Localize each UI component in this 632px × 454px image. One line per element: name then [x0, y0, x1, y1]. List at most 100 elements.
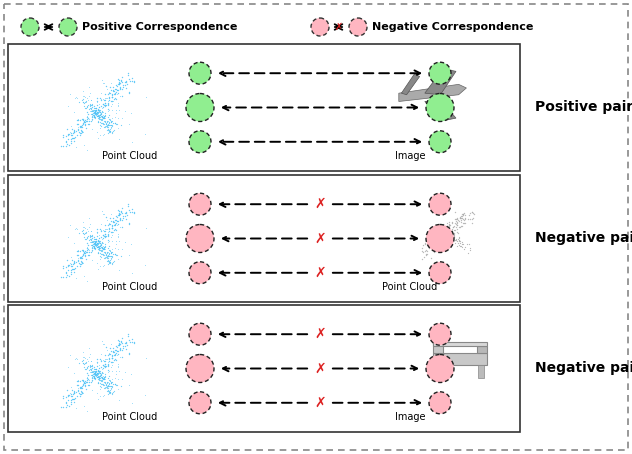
Point — [82, 244, 92, 251]
Point — [105, 259, 115, 266]
Point — [113, 363, 123, 370]
Point — [108, 380, 118, 387]
Point — [91, 367, 101, 375]
Point — [78, 117, 88, 124]
Point — [99, 101, 109, 109]
Point — [86, 227, 96, 235]
Point — [453, 218, 463, 226]
Point — [90, 107, 100, 114]
Point — [95, 241, 106, 248]
Point — [90, 238, 100, 246]
Point — [104, 260, 114, 267]
Point — [105, 389, 115, 396]
Point — [102, 122, 112, 129]
Point — [99, 375, 109, 382]
Point — [455, 214, 465, 222]
Point — [140, 391, 150, 399]
Point — [439, 232, 449, 239]
Point — [122, 81, 132, 88]
Point — [442, 232, 453, 239]
Point — [85, 238, 95, 245]
Point — [105, 378, 115, 385]
Point — [92, 249, 102, 257]
Point — [98, 231, 108, 238]
Point — [99, 375, 109, 382]
Circle shape — [426, 355, 454, 383]
Point — [88, 108, 98, 115]
Point — [88, 374, 99, 381]
Point — [64, 402, 74, 409]
Point — [94, 111, 104, 118]
Point — [117, 115, 127, 122]
Text: Point Cloud: Point Cloud — [102, 412, 157, 422]
Point — [93, 378, 103, 385]
Circle shape — [429, 262, 451, 284]
Point — [106, 384, 116, 391]
Point — [58, 143, 68, 150]
Point — [441, 223, 451, 231]
Point — [71, 389, 81, 396]
Point — [94, 243, 104, 250]
Point — [112, 336, 123, 344]
Point — [435, 233, 446, 240]
Point — [94, 245, 104, 252]
Point — [82, 118, 92, 125]
Point — [432, 238, 442, 246]
Point — [67, 126, 77, 133]
Point — [81, 97, 91, 104]
Point — [107, 221, 117, 228]
Point — [101, 381, 111, 389]
Point — [114, 208, 125, 215]
Point — [80, 383, 90, 390]
Point — [95, 237, 105, 245]
Point — [109, 245, 119, 252]
Point — [100, 360, 110, 367]
Point — [113, 255, 123, 262]
Point — [100, 118, 110, 125]
Point — [110, 120, 120, 127]
Point — [464, 211, 474, 218]
Point — [430, 245, 440, 252]
Point — [430, 237, 441, 244]
Point — [96, 122, 106, 129]
Point — [79, 141, 89, 148]
Point — [82, 370, 92, 377]
Point — [94, 107, 104, 114]
Point — [114, 341, 124, 348]
Point — [115, 79, 125, 87]
Point — [98, 409, 108, 416]
Point — [95, 355, 106, 363]
Point — [75, 390, 85, 398]
Point — [416, 256, 427, 263]
Point — [85, 365, 95, 373]
Point — [90, 365, 100, 373]
Point — [453, 242, 463, 250]
Point — [456, 212, 466, 220]
Point — [124, 351, 134, 358]
Point — [103, 99, 113, 107]
Point — [107, 222, 118, 230]
Point — [433, 239, 443, 247]
Point — [420, 247, 430, 254]
Point — [90, 367, 100, 375]
Circle shape — [59, 18, 77, 36]
Point — [106, 386, 116, 394]
Point — [107, 94, 118, 101]
Point — [100, 230, 110, 237]
Point — [78, 380, 88, 387]
Point — [444, 226, 454, 233]
Point — [93, 112, 103, 119]
Point — [92, 106, 102, 113]
Point — [90, 368, 100, 375]
Point — [72, 117, 82, 124]
Point — [99, 114, 109, 121]
Point — [73, 385, 83, 392]
Point — [434, 234, 444, 241]
Circle shape — [426, 224, 454, 252]
Point — [460, 215, 470, 222]
Point — [91, 240, 101, 247]
Point — [426, 254, 436, 262]
Point — [71, 355, 82, 362]
Point — [106, 248, 116, 256]
Point — [104, 355, 114, 362]
